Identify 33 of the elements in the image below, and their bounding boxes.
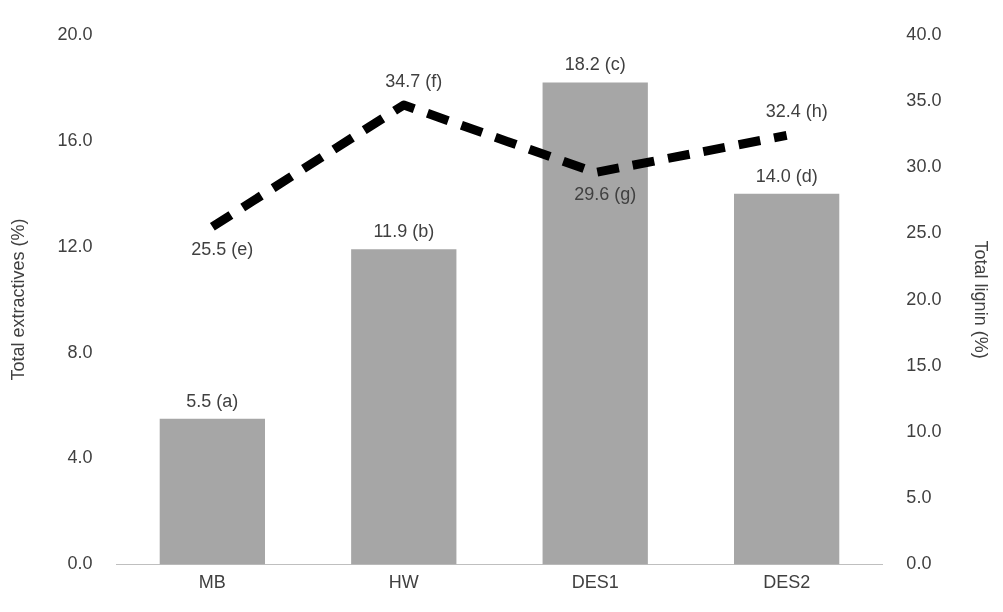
y2-tick-label: 0.0 (906, 553, 932, 574)
y2-tick-label: 35.0 (906, 89, 942, 110)
x-tick-label: MB (198, 572, 226, 593)
data-label: 32.4 (h) (765, 101, 828, 122)
y2-tick-label: 10.0 (906, 420, 942, 441)
y2-tick-label: 40.0 (906, 23, 942, 44)
data-label: 11.9 (b) (373, 221, 435, 242)
data-label: 14.0 (d) (755, 165, 818, 186)
y-axis-title: Total extractives (%) (7, 218, 28, 381)
data-label: 34.7 (f) (385, 70, 443, 91)
bar (351, 249, 457, 565)
y2-tick-label: 30.0 (906, 156, 942, 177)
data-label: 29.6 (g) (574, 184, 637, 205)
y2-tick-label: 20.0 (906, 288, 942, 309)
x-tick-label: DES1 (571, 572, 619, 593)
x-tick-label: HW (388, 572, 419, 593)
y-tick-label: 20.0 (57, 23, 93, 44)
bar (734, 193, 840, 565)
bar (542, 82, 648, 565)
data-label: 18.2 (c) (564, 54, 626, 75)
y-tick-label: 8.0 (67, 341, 93, 362)
y-tick-label: 0.0 (67, 553, 93, 574)
data-label: 5.5 (a) (186, 390, 239, 411)
y2-tick-label: 25.0 (906, 222, 942, 243)
data-label: 25.5 (e) (191, 238, 254, 259)
x-tick-label: DES2 (763, 572, 811, 593)
y2-tick-label: 15.0 (906, 354, 942, 375)
y-tick-label: 12.0 (57, 235, 93, 256)
y-tick-label: 16.0 (57, 129, 93, 150)
y2-axis-title: Total lignin (%) (971, 240, 992, 359)
bar (159, 418, 265, 565)
y2-tick-label: 5.0 (906, 487, 932, 508)
y-tick-label: 4.0 (67, 447, 93, 468)
